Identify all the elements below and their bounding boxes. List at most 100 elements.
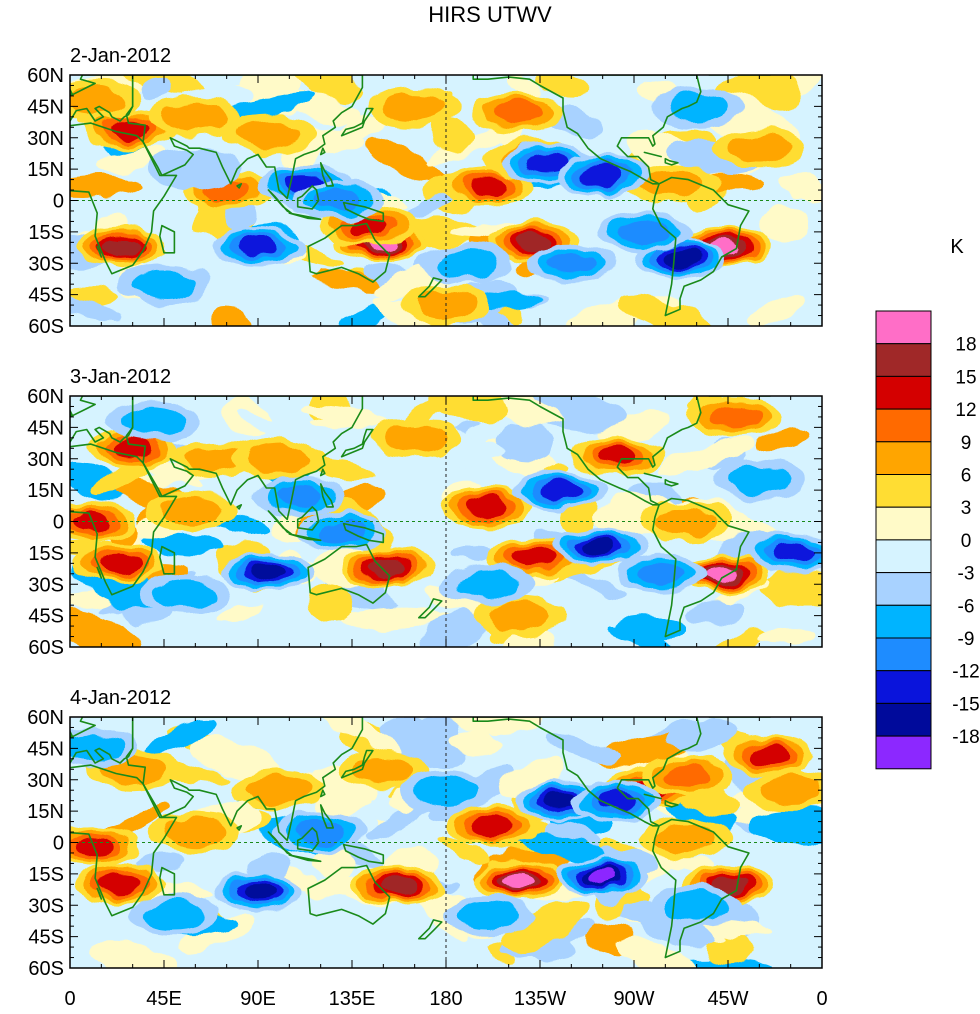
anomaly-contour <box>749 745 790 765</box>
anomaly-contour <box>662 764 710 787</box>
field-blob <box>758 570 822 607</box>
y-tick-label: 0 <box>53 512 64 534</box>
field-blob <box>364 138 449 187</box>
anomaly-contour <box>526 153 567 173</box>
y-tick-label: 30S <box>28 895 64 917</box>
anomaly-contour <box>760 776 822 804</box>
field-blob <box>449 730 500 755</box>
field-blob <box>141 532 224 557</box>
field-blob <box>734 75 803 110</box>
coastline <box>664 478 679 487</box>
field-blob <box>217 91 316 123</box>
anomaly-contour <box>384 92 446 121</box>
coastline <box>159 866 176 896</box>
panel-date-label: 2-Jan-2012 <box>70 45 171 67</box>
y-tick-label: 15S <box>28 222 64 244</box>
coastline <box>664 157 679 166</box>
y-tick-label: 60S <box>28 316 64 338</box>
anomaly-contour <box>352 755 414 784</box>
y-tick-label: 60N <box>27 707 64 729</box>
chart-title: HIRS UTWV <box>428 2 552 27</box>
anomaly-contour <box>620 220 669 243</box>
anomaly-field <box>70 717 822 968</box>
field-blob <box>781 172 822 204</box>
anomaly-contour <box>240 884 276 902</box>
anomaly-contour <box>317 520 366 544</box>
field-blob <box>70 175 140 199</box>
panel-axes: 60N 45N 30N 15N 0 15S 30S 45S 60S <box>27 386 823 659</box>
y-tick-label: 30N <box>27 770 64 792</box>
y-tick-label: 15S <box>28 543 64 565</box>
anomaly-contour <box>666 891 728 920</box>
coastline <box>342 843 385 865</box>
y-tick-label: 45N <box>27 417 64 439</box>
field-blob <box>89 788 154 816</box>
anomaly-contour <box>488 601 550 630</box>
field-blob <box>686 599 744 626</box>
x-tick-label: 180 <box>429 988 462 1010</box>
field-blob <box>615 937 708 968</box>
anomaly-contour <box>581 538 616 556</box>
field-blob <box>754 628 817 646</box>
colorbar-swatch <box>875 343 932 377</box>
coastline <box>296 185 320 210</box>
anomaly-contour <box>655 824 717 853</box>
anomaly-contour <box>503 872 535 888</box>
field-blob <box>365 801 434 842</box>
colorbar-swatch <box>875 310 932 345</box>
field-blob <box>665 719 740 751</box>
field-blob <box>237 413 327 449</box>
coastline <box>643 793 663 800</box>
coastline <box>159 224 176 254</box>
x-tick-label: 45E <box>146 988 182 1010</box>
field-blob <box>310 271 386 293</box>
field-blob <box>563 570 625 598</box>
y-tick-label: 0 <box>53 191 64 213</box>
coastline <box>307 864 391 925</box>
coastline <box>643 151 663 158</box>
coastline <box>288 212 322 221</box>
field-blob <box>496 422 556 462</box>
anomaly-contour <box>666 92 728 121</box>
anomaly-contour <box>457 570 519 599</box>
coastline <box>70 396 134 443</box>
coastline <box>125 75 364 200</box>
field-blob <box>749 808 822 844</box>
coastline <box>472 75 702 185</box>
coastline <box>319 147 326 156</box>
coastline <box>340 428 374 458</box>
field-blob <box>418 612 489 647</box>
field-blob <box>303 404 385 427</box>
x-tick-label: 135E <box>329 988 376 1010</box>
coastline <box>342 201 385 223</box>
anomaly-field <box>70 75 822 326</box>
anomaly-features <box>70 80 806 326</box>
colorbar-level-label: -12 <box>952 662 979 683</box>
field-blob <box>70 288 120 308</box>
x-tick-label: 90W <box>613 988 654 1010</box>
y-tick-label: 45S <box>28 927 64 949</box>
anomaly-contour <box>728 134 790 162</box>
coastline <box>340 749 374 779</box>
y-tick-label: 15N <box>27 159 64 181</box>
colorbar-swatch <box>875 735 932 770</box>
field-blob <box>404 193 454 219</box>
colorbar-swatch <box>875 702 932 737</box>
anomaly-field <box>70 396 822 647</box>
anomaly-contour <box>154 580 216 609</box>
anomaly-contour <box>472 816 512 836</box>
coastline <box>319 789 326 798</box>
anomaly-contour <box>70 86 126 114</box>
anomaly-contour <box>655 507 717 536</box>
x-tick-label: 0 <box>816 988 827 1010</box>
coastline <box>288 533 322 542</box>
anomaly-contour <box>100 553 140 573</box>
field-blob <box>448 717 543 734</box>
anomaly-contour <box>436 249 498 278</box>
field-blob <box>313 847 353 881</box>
anomaly-contour <box>164 103 226 131</box>
coastline <box>296 506 320 531</box>
anomaly-contour <box>495 101 543 124</box>
field-blob <box>134 852 183 870</box>
